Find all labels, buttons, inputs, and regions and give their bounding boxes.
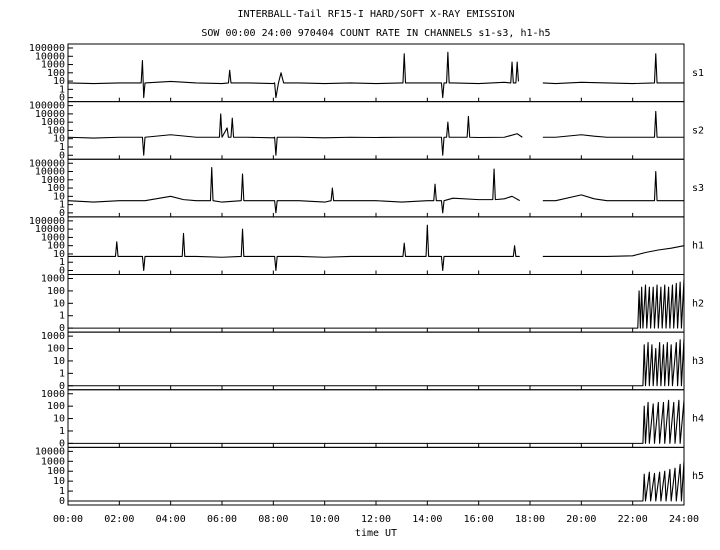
x-tick-label: 06:00 <box>207 514 237 525</box>
panel-label: s3 <box>692 183 704 194</box>
x-tick-label: 10:00 <box>310 514 340 525</box>
y-tick-label: 1 <box>59 368 65 379</box>
y-tick-label: 0 <box>59 323 65 334</box>
panel-label: s2 <box>692 125 704 136</box>
y-tick-label: 1 <box>59 257 65 268</box>
data-line <box>68 224 685 272</box>
y-tick-label: 1 <box>59 311 65 322</box>
chart-subtitle: SOW 00:00 24:00 970404 COUNT RATE IN CHA… <box>201 28 550 39</box>
y-tick-label: 100000 <box>29 216 65 227</box>
y-tick-label: 1 <box>59 486 65 497</box>
y-tick-label: 0 <box>59 266 65 277</box>
panel-label: s1 <box>692 68 704 79</box>
data-line <box>67 110 684 156</box>
y-tick-label: 0 <box>59 438 65 449</box>
x-tick-label: 18:00 <box>515 514 545 525</box>
y-tick-label: 1 <box>59 426 65 437</box>
y-tick-label: 0 <box>59 93 65 104</box>
panel-label: h2 <box>692 298 704 309</box>
y-tick-label: 0 <box>59 496 65 507</box>
y-tick-label: 100000 <box>29 43 65 54</box>
y-tick-label: 1000 <box>41 274 65 285</box>
x-tick-label: 24:00 <box>669 514 699 525</box>
y-tick-label: 1000 <box>41 331 65 342</box>
data-line <box>68 461 685 502</box>
y-tick-label: 1000 <box>41 456 65 467</box>
x-tick-label: 00:00 <box>53 514 83 525</box>
x-axis-label: time UT <box>355 528 397 539</box>
x-tick-label: 16:00 <box>464 514 494 525</box>
x-tick-label: 12:00 <box>361 514 391 525</box>
y-tick-label: 10 <box>53 134 65 145</box>
y-tick-label: 100 <box>47 401 65 412</box>
data-line <box>67 167 684 214</box>
panel-label: h4 <box>692 414 704 425</box>
y-tick-label: 100 <box>47 344 65 355</box>
y-tick-label: 0 <box>59 208 65 219</box>
data-line <box>68 399 685 444</box>
y-tick-label: 100000 <box>29 158 65 169</box>
y-tick-label: 100000 <box>29 101 65 112</box>
y-tick-label: 10000 <box>35 446 65 457</box>
y-tick-label: 100 <box>47 68 65 79</box>
y-tick-label: 10 <box>53 414 65 425</box>
y-tick-label: 100 <box>47 466 65 477</box>
data-line <box>67 51 684 99</box>
y-tick-label: 10 <box>53 76 65 87</box>
y-tick-label: 10000 <box>35 109 65 120</box>
y-tick-label: 0 <box>59 150 65 161</box>
y-tick-label: 10000 <box>35 224 65 235</box>
x-tick-label: 08:00 <box>258 514 288 525</box>
panel-label: h3 <box>692 356 704 367</box>
panel-label: h1 <box>692 241 704 252</box>
x-tick-label: 14:00 <box>412 514 442 525</box>
y-tick-label: 1000 <box>41 117 65 128</box>
x-tick-label: 02:00 <box>104 514 134 525</box>
y-tick-label: 0 <box>59 381 65 392</box>
data-line <box>68 338 685 387</box>
y-tick-label: 1000 <box>41 232 65 243</box>
x-tick-label: 20:00 <box>566 514 596 525</box>
y-tick-label: 100 <box>47 241 65 252</box>
x-tick-label: 04:00 <box>156 514 186 525</box>
y-tick-label: 1 <box>59 200 65 211</box>
y-tick-label: 100 <box>47 286 65 297</box>
x-tick-label: 22:00 <box>618 514 648 525</box>
data-line <box>68 279 685 329</box>
y-tick-label: 10000 <box>35 167 65 178</box>
y-tick-label: 1 <box>59 84 65 95</box>
panel-label: h5 <box>692 471 704 482</box>
chart-title: INTERBALL-Tail RF15-I HARD/SOFT X-RAY EM… <box>238 9 515 20</box>
y-tick-label: 10 <box>53 476 65 487</box>
y-tick-label: 100 <box>47 125 65 136</box>
y-tick-label: 1000 <box>41 389 65 400</box>
y-tick-label: 1000 <box>41 175 65 186</box>
y-tick-label: 100 <box>47 183 65 194</box>
y-tick-label: 10 <box>53 356 65 367</box>
y-tick-label: 1 <box>59 142 65 153</box>
y-tick-label: 10 <box>53 298 65 309</box>
y-tick-label: 1000 <box>41 60 65 71</box>
y-tick-label: 10 <box>53 249 65 260</box>
y-tick-label: 10 <box>53 191 65 202</box>
y-tick-label: 10000 <box>35 51 65 62</box>
